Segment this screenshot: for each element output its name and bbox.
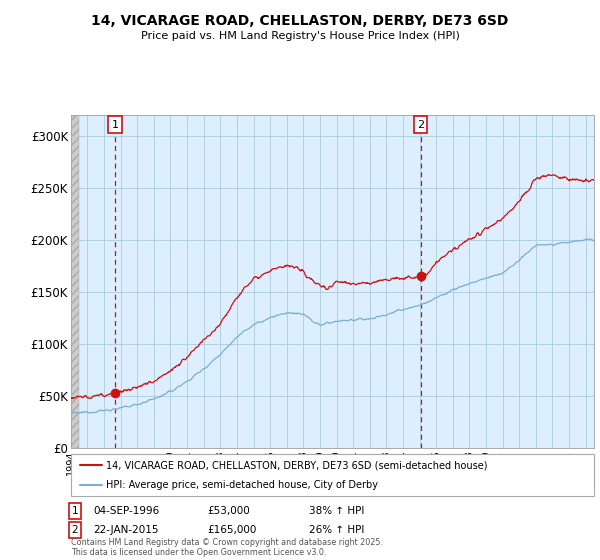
Text: 1: 1 [71, 506, 79, 516]
Text: 2: 2 [71, 525, 79, 535]
Text: 14, VICARAGE ROAD, CHELLASTON, DERBY, DE73 6SD (semi-detached house): 14, VICARAGE ROAD, CHELLASTON, DERBY, DE… [106, 460, 488, 470]
Text: HPI: Average price, semi-detached house, City of Derby: HPI: Average price, semi-detached house,… [106, 480, 379, 490]
Text: £53,000: £53,000 [207, 506, 250, 516]
Text: Price paid vs. HM Land Registry's House Price Index (HPI): Price paid vs. HM Land Registry's House … [140, 31, 460, 41]
Text: Contains HM Land Registry data © Crown copyright and database right 2025.
This d: Contains HM Land Registry data © Crown c… [71, 538, 383, 557]
Text: 26% ↑ HPI: 26% ↑ HPI [309, 525, 364, 535]
Text: 04-SEP-1996: 04-SEP-1996 [93, 506, 159, 516]
Text: 38% ↑ HPI: 38% ↑ HPI [309, 506, 364, 516]
Text: 1: 1 [112, 120, 119, 130]
Text: 2: 2 [417, 120, 424, 130]
Text: £165,000: £165,000 [207, 525, 256, 535]
Text: 14, VICARAGE ROAD, CHELLASTON, DERBY, DE73 6SD: 14, VICARAGE ROAD, CHELLASTON, DERBY, DE… [91, 14, 509, 28]
Text: 22-JAN-2015: 22-JAN-2015 [93, 525, 158, 535]
